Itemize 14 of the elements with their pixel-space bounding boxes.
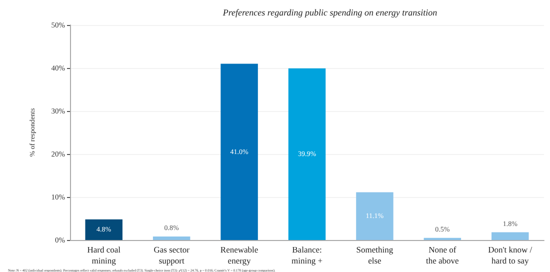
bar [152,236,190,240]
x-tick-label: None of the above [426,244,460,266]
bar [220,64,258,240]
bar [85,219,122,240]
x-tick-label: Hard coal mining [87,244,122,266]
bar [288,68,326,240]
bar [356,192,394,240]
x-tick-label: Don't know / hard to say [488,244,533,266]
x-tick-label: Renewable energy [220,244,258,266]
x-tick-label: Something else [356,244,394,266]
chart-title: Preferences regarding public spending on energy transition [222,8,438,18]
x-tick-label: Gas sector support [154,244,190,266]
bar [492,232,529,240]
x-tick-label: Balance: mining + [291,244,323,266]
